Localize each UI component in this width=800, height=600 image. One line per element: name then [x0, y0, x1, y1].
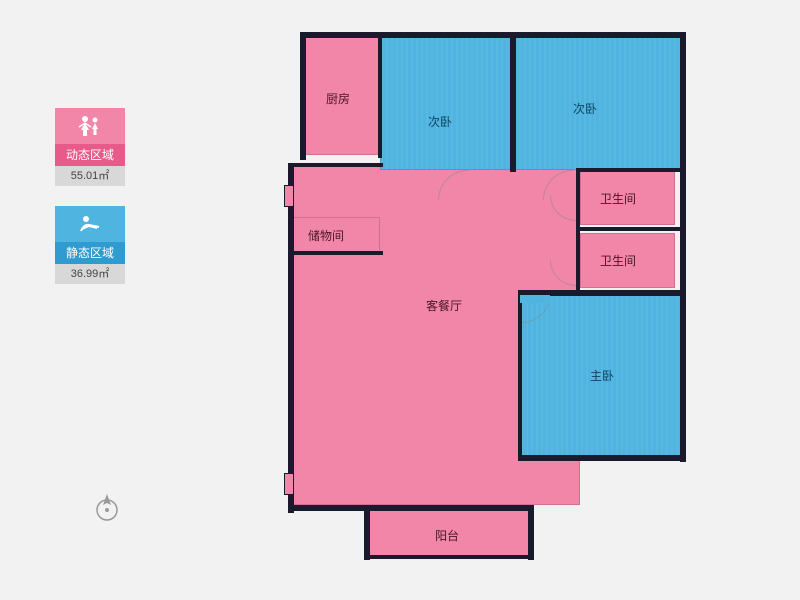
wall — [680, 32, 686, 462]
door-strip — [520, 295, 550, 303]
legend-label-static: 静态区域 — [55, 242, 125, 264]
legend: 动态区域 55.01㎡ 静态区域 36.99㎡ — [55, 108, 125, 304]
window-bump — [284, 473, 294, 495]
room-label-storage: 储物间 — [308, 227, 344, 244]
wall — [576, 168, 684, 172]
room-label-masterbed: 主卧 — [590, 367, 614, 384]
wall — [300, 32, 685, 38]
floorplan: 客餐厅厨房次卧次卧储物间卫生间卫生间主卧阳台 — [260, 35, 690, 560]
window-bump — [284, 185, 294, 207]
wall — [576, 227, 684, 231]
room-bed2b — [513, 35, 683, 170]
wall — [378, 32, 382, 158]
room-label-bath1: 卫生间 — [600, 190, 636, 207]
wall — [518, 455, 686, 461]
legend-item-static: 静态区域 36.99㎡ — [55, 206, 125, 284]
people-icon — [55, 108, 125, 144]
legend-label-dynamic: 动态区域 — [55, 144, 125, 166]
room-bed2a — [380, 35, 513, 170]
reading-icon — [55, 206, 125, 242]
wall — [288, 505, 533, 511]
wall — [288, 251, 383, 255]
wall — [288, 163, 383, 167]
wall — [364, 505, 370, 560]
wall — [510, 32, 516, 172]
room-label-living: 客餐厅 — [426, 297, 462, 314]
wall — [300, 32, 306, 160]
room-label-balcony: 阳台 — [435, 527, 459, 544]
legend-value-static: 36.99㎡ — [55, 264, 125, 284]
room-label-bath2: 卫生间 — [600, 252, 636, 269]
wall — [364, 555, 534, 559]
legend-item-dynamic: 动态区域 55.01㎡ — [55, 108, 125, 186]
room-label-bed2a: 次卧 — [428, 113, 452, 130]
wall — [288, 163, 294, 513]
legend-value-dynamic: 55.01㎡ — [55, 166, 125, 186]
room-label-kitchen: 厨房 — [326, 90, 350, 107]
compass-icon — [90, 490, 124, 529]
room-label-bed2b: 次卧 — [573, 100, 597, 117]
wall — [528, 505, 534, 560]
